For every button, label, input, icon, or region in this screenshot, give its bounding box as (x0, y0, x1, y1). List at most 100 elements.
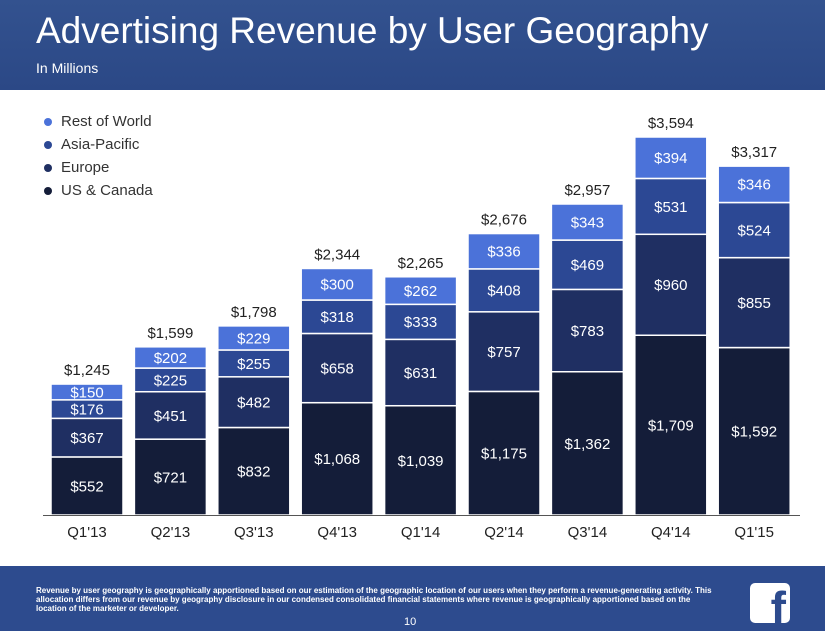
legend-item-rest-of-world: Rest of World (44, 110, 153, 133)
total-label: $2,676 (481, 212, 527, 229)
bar-segment-rest-of-world (717, 165, 791, 204)
total-label: $3,317 (731, 144, 777, 161)
x-tick-label: Q4'14 (651, 524, 691, 541)
x-tick-label: Q2'13 (151, 524, 191, 541)
x-tick-label: Q1'13 (67, 524, 107, 541)
bar-segment-asia-pacific (550, 239, 625, 291)
data-label-rest-of-world: $394 (654, 150, 687, 167)
facebook-f-icon: f (750, 583, 790, 623)
data-label-europe: $367 (70, 430, 103, 447)
data-label-asia-pacific: $255 (237, 356, 270, 373)
bar-segment-us-canada (634, 334, 708, 516)
bar-segment-us-canada (467, 390, 541, 516)
data-label-europe: $855 (738, 295, 771, 312)
data-label-europe: $482 (237, 395, 270, 412)
x-tick-label: Q2'14 (484, 524, 524, 541)
data-label-rest-of-world: $343 (571, 214, 604, 231)
data-label-europe: $783 (571, 323, 604, 340)
data-label-asia-pacific: $469 (571, 257, 604, 274)
bar-segment-europe (300, 332, 374, 404)
page-subtitle: In Millions (36, 60, 99, 76)
bar-segment-rest-of-world (550, 203, 625, 241)
legend-item-asia-pacific: Asia-Pacific (44, 133, 153, 156)
bar-segment-rest-of-world (300, 267, 374, 301)
bar-segment-us-canada (717, 346, 791, 516)
legend-label-us-canada: US & Canada (61, 182, 153, 199)
legend-swatch-asia-pacific (44, 140, 52, 149)
data-label-rest-of-world: $300 (321, 277, 354, 294)
legend-label-asia-pacific: Asia-Pacific (61, 136, 140, 153)
bar-segment-us-canada (50, 456, 124, 516)
data-label-europe: $757 (487, 344, 520, 361)
data-label-asia-pacific: $318 (321, 309, 354, 326)
bar-segment-europe (50, 417, 124, 458)
legend-label-rest-of-world: Rest of World (61, 113, 152, 130)
bar-segment-us-canada (217, 426, 291, 516)
legend-item-europe: Europe (44, 156, 153, 179)
legend-label-europe: Europe (61, 159, 110, 176)
page-title: Advertising Revenue by User Geography (36, 10, 709, 51)
bar-segment-europe (634, 233, 708, 337)
data-label-us-canada: $832 (237, 464, 270, 481)
bar-segment-asia-pacific (300, 299, 374, 335)
x-tick-label: Q3'14 (568, 524, 608, 541)
bar-segment-rest-of-world (217, 325, 291, 351)
chart-legend: Rest of World Asia-Pacific Europe US & C… (44, 110, 153, 202)
bar-segment-europe (717, 256, 791, 349)
x-tick-label: Q1'14 (401, 524, 441, 541)
bar-segment-rest-of-world (467, 232, 541, 270)
total-label: $2,265 (398, 255, 444, 272)
page-number: 10 (404, 616, 417, 628)
data-label-us-canada: $1,592 (731, 424, 777, 441)
total-label: $1,798 (231, 304, 277, 321)
bar-segment-europe (133, 390, 208, 440)
data-label-rest-of-world: $346 (738, 177, 771, 194)
data-label-asia-pacific: $225 (154, 372, 187, 389)
data-label-rest-of-world: $262 (404, 283, 437, 300)
bar-segment-rest-of-world (50, 383, 124, 401)
stacked-bar-chart: $552 $367 $176$150 $1,245 Q1'13 $721 $451 $225 $… (43, 115, 800, 541)
bar-segment-europe (383, 338, 458, 407)
legend-swatch-europe (44, 163, 52, 172)
bar-segment-us-canada (133, 438, 208, 516)
legend-swatch-rest-of-world (44, 117, 52, 126)
data-label-us-canada: $1,175 (481, 446, 527, 463)
total-label: $1,599 (147, 325, 193, 342)
legend-swatch-us-canada (44, 186, 52, 195)
x-tick-label: Q3'13 (234, 524, 274, 541)
data-label-asia-pacific: $176 (70, 401, 103, 418)
total-label: $2,957 (564, 182, 610, 199)
data-label-asia-pacific: $408 (487, 283, 520, 300)
total-label: $2,344 (314, 246, 360, 263)
data-label-europe: $960 (654, 277, 687, 294)
data-label-us-canada: $721 (154, 469, 187, 486)
bar-segment-rest-of-world (133, 346, 208, 369)
legend-item-us-canada: US & Canada (44, 179, 153, 202)
data-label-asia-pacific: $333 (404, 314, 437, 331)
data-label-rest-of-world: $202 (154, 350, 187, 367)
data-label-rest-of-world: $229 (237, 330, 270, 347)
footer-banner: Revenue by user geography is geographica… (0, 566, 825, 631)
data-label-us-canada: $552 (70, 478, 103, 495)
data-label-rest-of-world: $150 (70, 384, 103, 401)
data-label-rest-of-world: $336 (487, 244, 520, 261)
bar-segment-europe (467, 311, 541, 393)
data-label-us-canada: $1,362 (564, 436, 610, 453)
data-label-us-canada: $1,068 (314, 451, 360, 468)
x-tick-label: Q4'13 (317, 524, 357, 541)
data-label-asia-pacific: $524 (738, 222, 771, 239)
header-banner: Advertising Revenue by User Geography In… (0, 0, 825, 90)
data-label-us-canada: $1,039 (398, 453, 444, 470)
x-tick-label: Q1'15 (734, 524, 774, 541)
total-label: $1,245 (64, 362, 110, 379)
bar-segment-europe (217, 376, 291, 429)
data-label-asia-pacific: $531 (654, 199, 687, 216)
footnote: Revenue by user geography is geographica… (36, 586, 712, 613)
bar-segment-us-canada (300, 401, 374, 516)
total-label: $3,594 (648, 115, 694, 132)
data-label-europe: $658 (321, 360, 354, 377)
bar-segment-rest-of-world (383, 276, 458, 306)
bar-segment-rest-of-world (634, 136, 708, 180)
bar-segment-asia-pacific (634, 177, 708, 236)
data-label-europe: $451 (154, 408, 187, 425)
